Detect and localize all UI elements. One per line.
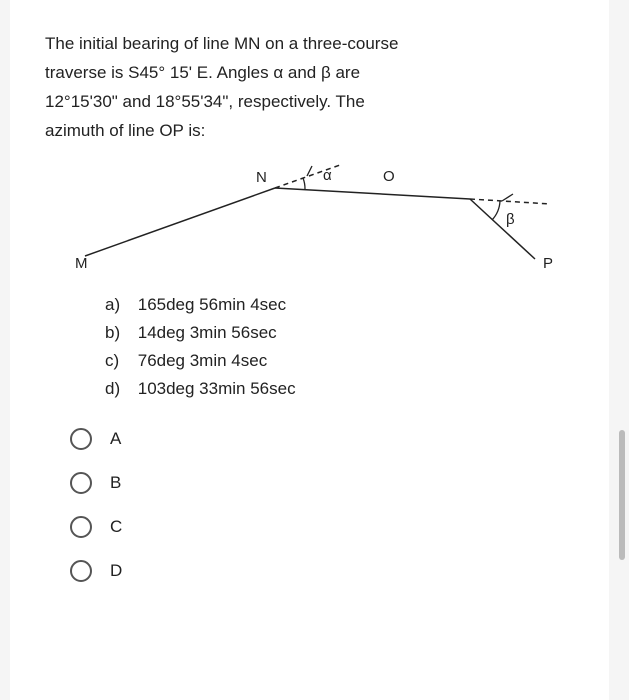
option-label-d: D — [110, 561, 122, 581]
traverse-diagram: M N α O β P — [45, 156, 574, 286]
question-line-3: 12°15'30" and 18°55'34", respectively. T… — [45, 92, 365, 111]
label-beta: β — [506, 211, 515, 228]
label-m: M — [75, 255, 88, 272]
question-line-2: traverse is S45° 15' E. Angles α and β a… — [45, 63, 360, 82]
diagram-svg: M N α O β P — [45, 156, 575, 286]
answer-a: a) 165deg 56min 4sec — [105, 291, 574, 319]
radio-a[interactable] — [70, 428, 92, 450]
option-label-c: C — [110, 517, 122, 537]
label-alpha: α — [323, 167, 332, 184]
answer-letter-b: b) — [105, 319, 133, 347]
answer-c: c) 76deg 3min 4sec — [105, 347, 574, 375]
option-row-d[interactable]: D — [70, 560, 574, 582]
label-n: N — [256, 169, 267, 186]
answer-d: d) 103deg 33min 56sec — [105, 375, 574, 403]
answer-text-d: 103deg 33min 56sec — [138, 379, 296, 398]
radio-options: A B C D — [70, 428, 574, 582]
scrollbar[interactable] — [619, 430, 625, 560]
answer-text-b: 14deg 3min 56sec — [138, 323, 277, 342]
question-text: The initial bearing of line MN on a thre… — [45, 30, 574, 146]
beta-arc — [492, 201, 500, 220]
answer-text-c: 76deg 3min 4sec — [138, 351, 267, 370]
radio-c[interactable] — [70, 516, 92, 538]
dash-no-extension — [470, 199, 550, 204]
option-row-c[interactable]: C — [70, 516, 574, 538]
label-p: P — [543, 255, 553, 272]
answer-text-a: 165deg 56min 4sec — [138, 295, 286, 314]
line-mn — [85, 188, 275, 256]
option-label-a: A — [110, 429, 121, 449]
answer-letter-d: d) — [105, 375, 133, 403]
option-row-b[interactable]: B — [70, 472, 574, 494]
line-no — [275, 188, 470, 199]
option-label-b: B — [110, 473, 121, 493]
answer-letter-c: c) — [105, 347, 133, 375]
question-card: The initial bearing of line MN on a thre… — [10, 0, 609, 700]
answer-b: b) 14deg 3min 56sec — [105, 319, 574, 347]
option-row-a[interactable]: A — [70, 428, 574, 450]
answer-letter-a: a) — [105, 291, 133, 319]
question-line-1: The initial bearing of line MN on a thre… — [45, 34, 398, 53]
beta-tick — [502, 194, 513, 201]
alpha-arc — [303, 178, 305, 189]
radio-d[interactable] — [70, 560, 92, 582]
question-line-4: azimuth of line OP is: — [45, 121, 205, 140]
label-o: O — [383, 168, 395, 185]
line-op — [470, 199, 535, 259]
answer-list: a) 165deg 56min 4sec b) 14deg 3min 56sec… — [105, 291, 574, 403]
radio-b[interactable] — [70, 472, 92, 494]
